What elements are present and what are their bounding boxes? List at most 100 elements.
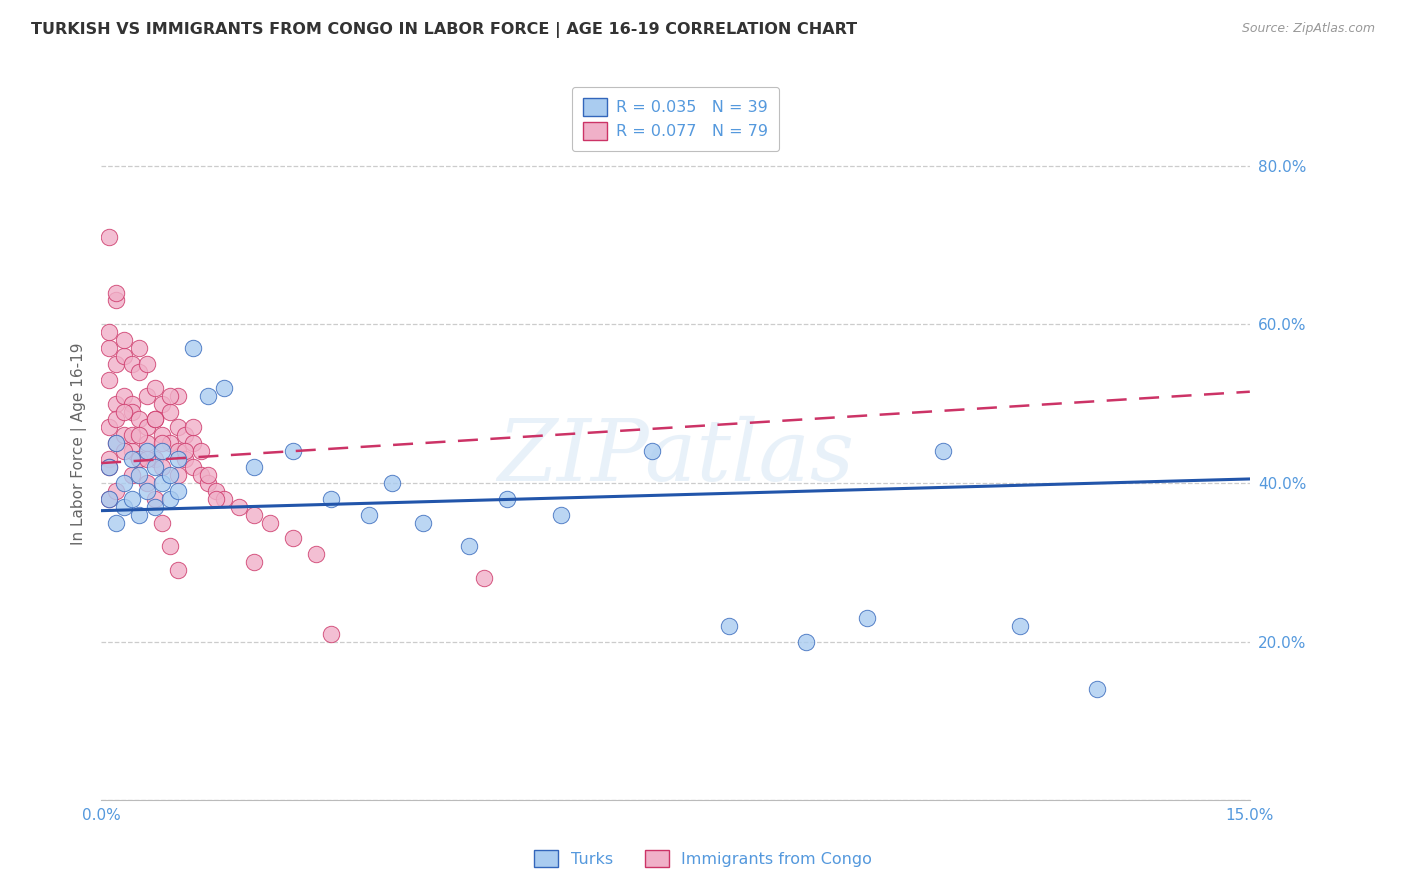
Point [932,444,955,458]
Point [205,483,228,498]
Point [136,389,159,403]
Point [319,491,342,506]
Point [159,436,181,450]
Point [143,460,166,475]
Point [197,467,219,482]
Point [174,428,197,442]
Point [128,428,150,442]
Point [159,389,181,403]
Point [381,475,404,490]
Point [159,467,181,482]
Point [150,460,173,475]
Point [281,532,304,546]
Point [166,444,188,458]
Point [97,341,120,355]
Legend: Turks, Immigrants from Congo: Turks, Immigrants from Congo [524,840,882,877]
Point [121,428,143,442]
Legend: R = 0.035   N = 39, R = 0.077   N = 79: R = 0.035 N = 39, R = 0.077 N = 79 [571,87,779,151]
Point [128,412,150,426]
Point [212,381,235,395]
Point [243,508,266,522]
Point [243,460,266,475]
Point [181,460,204,475]
Point [1010,618,1032,632]
Point [112,500,135,514]
Point [143,412,166,426]
Point [143,500,166,514]
Point [136,475,159,490]
Text: ZIPatlas: ZIPatlas [496,417,853,499]
Point [166,483,188,498]
Point [105,396,128,410]
Point [174,444,197,458]
Point [472,571,495,585]
Point [112,349,135,363]
Point [121,467,143,482]
Point [212,491,235,506]
Text: TURKISH VS IMMIGRANTS FROM CONGO IN LABOR FORCE | AGE 16-19 CORRELATION CHART: TURKISH VS IMMIGRANTS FROM CONGO IN LABO… [31,22,858,38]
Point [121,396,143,410]
Point [174,452,197,467]
Point [457,540,479,554]
Point [105,412,128,426]
Point [128,508,150,522]
Point [136,483,159,498]
Point [112,475,135,490]
Point [97,460,120,475]
Point [641,444,664,458]
Point [150,436,173,450]
Point [97,325,120,339]
Point [794,634,817,648]
Point [228,500,250,514]
Point [181,420,204,434]
Point [412,516,434,530]
Point [718,618,741,632]
Point [128,452,150,467]
Point [128,365,150,379]
Point [197,389,219,403]
Text: Source: ZipAtlas.com: Source: ZipAtlas.com [1241,22,1375,36]
Point [97,491,120,506]
Point [105,436,128,450]
Point [105,436,128,450]
Point [105,357,128,371]
Point [281,444,304,458]
Point [121,404,143,418]
Point [1085,682,1108,697]
Point [550,508,572,522]
Point [150,444,173,458]
Point [159,491,181,506]
Point [128,452,150,467]
Point [97,452,120,467]
Point [143,381,166,395]
Point [190,444,212,458]
Point [150,516,173,530]
Point [856,611,879,625]
Point [136,436,159,450]
Point [97,460,120,475]
Point [159,540,181,554]
Point [166,467,188,482]
Point [105,293,128,308]
Point [150,475,173,490]
Point [136,452,159,467]
Point [105,285,128,300]
Point [197,475,219,490]
Point [136,420,159,434]
Point [97,373,120,387]
Point [359,508,381,522]
Point [181,436,204,450]
Point [121,357,143,371]
Point [112,404,135,418]
Point [166,452,188,467]
Point [121,452,143,467]
Point [243,555,266,569]
Point [112,428,135,442]
Point [128,341,150,355]
Point [166,563,188,577]
Point [205,491,228,506]
Point [128,467,150,482]
Point [112,389,135,403]
Point [105,483,128,498]
Point [136,444,159,458]
